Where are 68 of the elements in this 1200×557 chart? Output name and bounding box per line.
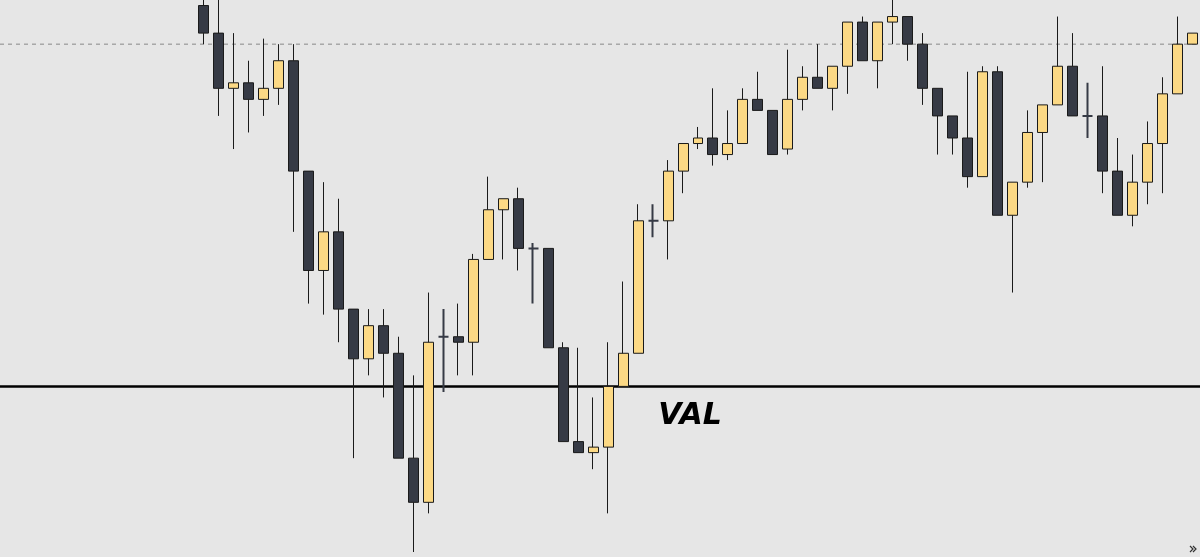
candlestick: [348, 308, 359, 459]
candlestick: [1187, 32, 1198, 45]
candlestick: [258, 38, 269, 117]
candlestick: [902, 16, 913, 62]
candlestick: [977, 65, 988, 178]
candlestick: [498, 198, 509, 260]
candlestick: [303, 170, 314, 305]
candlestick: [633, 203, 644, 354]
candlestick: [393, 336, 404, 459]
candlestick: [437, 308, 450, 393]
candlestick: [827, 65, 838, 111]
candlestick: [288, 43, 299, 233]
candlestick: [782, 49, 793, 156]
candlestick: [408, 374, 419, 553]
candlestick: [872, 21, 883, 89]
candlestick: [228, 32, 239, 150]
candlestick: [887, 0, 898, 45]
candlestick: [513, 187, 524, 271]
candlestick: [1022, 109, 1033, 189]
candlestick: [527, 241, 540, 305]
candlestick: [1142, 120, 1153, 205]
candlestick: [947, 115, 958, 156]
candlestick: [333, 198, 344, 343]
candlestick: [1157, 76, 1168, 194]
candlestick: [318, 181, 329, 316]
candlestick: [468, 253, 479, 376]
candlestick: [423, 292, 434, 514]
candlestick: [363, 308, 374, 376]
candlestick: [737, 87, 748, 145]
candlestick: [707, 87, 718, 167]
candlestick: [273, 43, 284, 106]
candlestick: [812, 43, 823, 89]
candlestick: [693, 126, 703, 150]
candlestick: [1097, 65, 1108, 194]
candlestick: [1067, 32, 1078, 117]
candlestick: [198, 0, 209, 45]
candlestick: [1007, 181, 1018, 294]
candlestick: [1172, 16, 1183, 95]
candlestick: [767, 109, 778, 156]
candlestick: [647, 203, 660, 239]
ref-line-label: VAL: [658, 395, 722, 431]
candlestick: [453, 303, 464, 376]
candlestick: [618, 281, 629, 387]
candlestick: [588, 396, 599, 470]
candlestick: [1037, 104, 1048, 183]
candlestick: [663, 159, 674, 260]
candlestick: [1052, 16, 1063, 106]
candlestick: [722, 109, 733, 161]
candlestick: [857, 16, 868, 62]
candlestick: [213, 0, 224, 117]
candlestick: [842, 21, 853, 95]
candlestick: [1112, 137, 1123, 216]
candlestick: [558, 341, 569, 443]
candlestick: [1127, 154, 1138, 227]
candlestick: [678, 143, 689, 194]
candlestick: [378, 308, 389, 398]
candlestick: [752, 71, 763, 111]
candlestick: [917, 32, 928, 106]
candlestick: [797, 65, 808, 111]
candlestick: [483, 176, 494, 260]
candlestick: [243, 60, 254, 133]
candlestick: [962, 71, 973, 189]
candlestick: [992, 65, 1003, 216]
candlestick: [603, 341, 614, 514]
candlestick: [573, 347, 584, 454]
candlestick: [1081, 81, 1094, 139]
candlestick: [932, 87, 943, 156]
candlestick: [543, 247, 554, 349]
